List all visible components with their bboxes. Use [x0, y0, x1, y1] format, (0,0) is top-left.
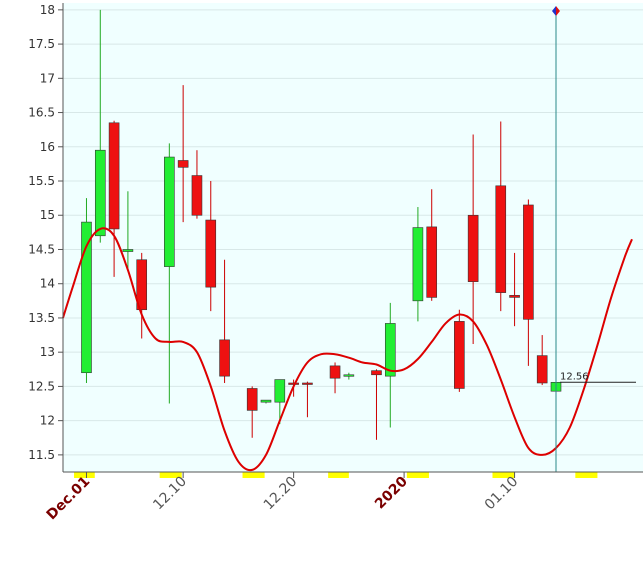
candle-body — [274, 379, 286, 403]
weekend-marker — [492, 472, 515, 478]
smoothing-line — [62, 227, 633, 472]
candle-body — [384, 323, 396, 377]
weekend-markers — [74, 472, 598, 478]
candle-down — [426, 189, 438, 301]
x-tick-label: 2020 — [372, 473, 411, 512]
y-tick-label: 13 — [40, 345, 55, 359]
candle-up — [343, 372, 355, 380]
candle-body — [495, 185, 507, 293]
candle-up — [81, 198, 92, 383]
candle-up — [274, 379, 286, 425]
y-tick-label: 16 — [40, 140, 55, 154]
axes — [62, 3, 643, 473]
y-tick-label: 14 — [40, 277, 55, 291]
candle-body — [205, 219, 217, 288]
crosshair-marker-left — [552, 6, 556, 16]
candle-up — [260, 399, 272, 404]
candle-down — [467, 134, 479, 344]
y-tick-label: 18 — [40, 3, 55, 17]
candle-body — [260, 399, 272, 403]
grid-lines — [63, 9, 643, 456]
candle-down — [329, 362, 341, 394]
candle-body — [191, 175, 203, 216]
candle-body — [536, 355, 548, 384]
weekend-marker — [328, 472, 349, 478]
candle-down — [509, 252, 520, 327]
x-tick-label: 12.10 — [150, 474, 190, 514]
weekend-marker — [575, 472, 598, 478]
crosshair-layer: 12.56 — [552, 6, 636, 472]
candle-down — [177, 85, 189, 223]
y-tick-label: 12 — [40, 414, 55, 428]
y-tick-label: 15 — [40, 208, 55, 222]
candle-down — [454, 309, 465, 392]
candle-down — [136, 252, 148, 339]
candle-body — [246, 388, 258, 411]
weekend-marker — [74, 472, 95, 478]
candle-down — [371, 369, 382, 440]
y-tick-label: 17.5 — [28, 37, 55, 51]
y-tick-label: 15.5 — [28, 174, 55, 188]
candle-up — [384, 302, 396, 428]
candle-up — [122, 191, 134, 271]
y-tick-label: 12.5 — [28, 379, 55, 393]
y-tick-label: 13.5 — [28, 311, 55, 325]
x-axis-ticks: Dec.01 12.10 12.20 2020 01.10 — [44, 472, 522, 524]
x-tick-label: Dec.01 — [44, 474, 94, 524]
candle-down — [205, 181, 217, 312]
candle-body — [454, 321, 465, 389]
candle-down — [302, 381, 313, 418]
candle-body — [343, 374, 355, 377]
candle-down — [191, 150, 203, 219]
x-tick-label: 01.10 — [482, 474, 522, 514]
plot-background — [63, 3, 643, 472]
candle-down — [536, 335, 548, 386]
candle-body — [94, 149, 106, 237]
candle-body — [302, 382, 313, 385]
candle-body — [136, 259, 148, 311]
candle-up — [94, 9, 106, 243]
candle-up — [164, 143, 175, 404]
candle-body — [122, 249, 134, 252]
y-tick-label: 11.5 — [28, 448, 55, 462]
y-tick-label: 16.5 — [28, 106, 55, 120]
weekend-marker — [159, 472, 182, 478]
candle-body — [329, 365, 341, 379]
crosshair-marker-right — [556, 6, 560, 16]
candle-down — [523, 199, 534, 366]
y-tick-label: 14.5 — [28, 242, 55, 256]
last-value-label: 12.56 — [560, 371, 589, 382]
candle-body — [219, 339, 230, 377]
candle-down — [246, 386, 258, 438]
candle-body — [509, 295, 520, 298]
candle-down — [495, 121, 507, 312]
candle-body — [412, 227, 424, 302]
candle-body — [81, 221, 92, 374]
candle-body — [426, 226, 438, 298]
candle-up — [412, 207, 424, 322]
candle-body — [108, 122, 120, 230]
candle-body — [371, 370, 382, 376]
weekend-marker — [242, 472, 265, 478]
y-axis-ticks: 11.5 12 12.5 13 13.5 14 14.5 15 15.5 16 16.5 17 17.5… — [28, 3, 63, 462]
smoothing-line-layer — [62, 227, 633, 472]
candle-body — [177, 160, 189, 168]
candle-body — [523, 204, 534, 320]
weekend-marker — [406, 472, 429, 478]
candle-body — [164, 156, 175, 267]
x-tick-label: 12.20 — [261, 474, 301, 514]
y-tick-label: 17 — [40, 71, 55, 85]
candle-body — [467, 214, 479, 282]
candles — [81, 9, 562, 440]
candle-down — [219, 259, 230, 383]
candle-down — [108, 120, 120, 277]
